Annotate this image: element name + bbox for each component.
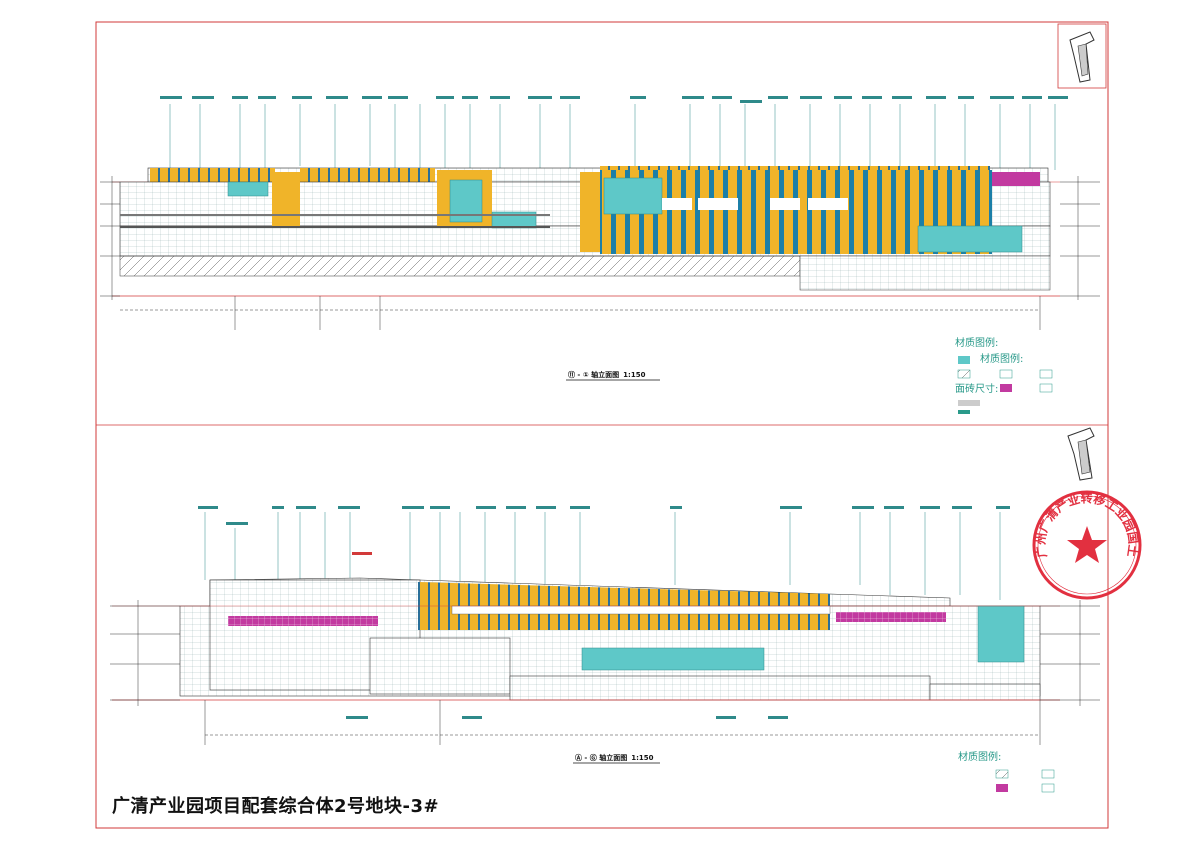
bottom-caption: Ⓐ - Ⓖ 轴立面图 1:150 xyxy=(573,753,660,764)
seal-star-icon xyxy=(1067,526,1107,563)
sheet-title: 广清产业园项目配套综合体2号地块-3# xyxy=(112,796,440,817)
top-caption-scale: 1:150 xyxy=(623,371,645,379)
bottom-caption-text: 轴立面图 xyxy=(599,753,627,762)
tile-size-title: 面砖尺寸: xyxy=(955,382,998,395)
north-arrow-icon xyxy=(1057,23,1107,89)
top-caption-text: 轴立面图 xyxy=(591,370,619,379)
bottom-legend-title: 材质图例: xyxy=(958,750,1001,763)
bottom-caption-axes: Ⓐ - Ⓖ xyxy=(575,753,599,762)
north-arrow-icon xyxy=(1067,427,1095,481)
top-legend: 材质图例: 材质图例: 面砖尺寸: xyxy=(955,336,1053,414)
bottom-caption-scale: 1:150 xyxy=(631,754,653,762)
top-legend-title: 材质图例: xyxy=(955,336,998,349)
top-leader-tags xyxy=(160,96,1068,103)
top-leader-lines xyxy=(169,104,1056,182)
top-elevation xyxy=(100,96,1100,330)
top-legend-title-2: 材质图例: xyxy=(980,352,1023,365)
top-caption: ⑪ - ① 轴立面图 1:150 xyxy=(566,370,660,381)
bottom-legend: 材质图例: xyxy=(958,750,1055,793)
bottom-elevation xyxy=(110,506,1100,745)
top-caption-axes: ⑪ - ① xyxy=(568,370,591,379)
